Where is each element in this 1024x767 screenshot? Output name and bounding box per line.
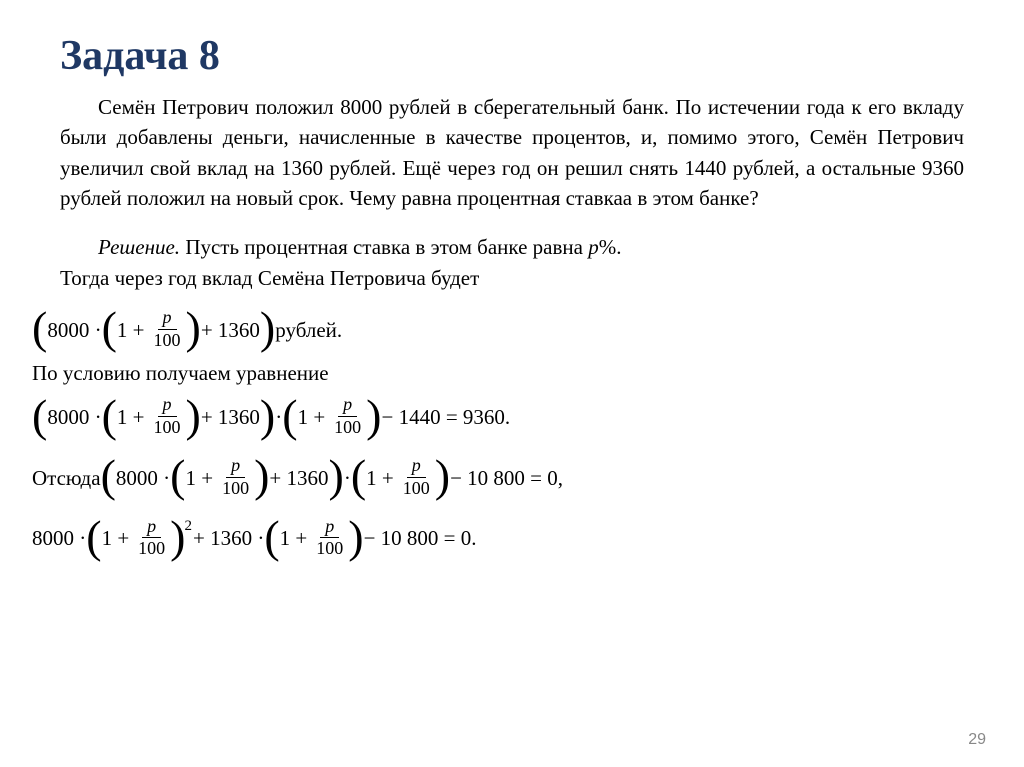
eq1-oneplus: 1 + <box>117 318 145 343</box>
solution-intro: Решение. Пусть процентная ставка в этом … <box>60 232 964 295</box>
eq2-a: 8000 · <box>47 405 101 430</box>
eq4-a: 8000 · <box>32 526 86 551</box>
frac-num: p <box>158 395 177 417</box>
pct-sign: %. <box>599 235 622 259</box>
exponent-2: 2 <box>185 518 193 535</box>
eq4-oneplus2: 1 + <box>280 526 308 551</box>
fraction: p 100 <box>152 308 183 351</box>
eq1-a: 8000 · <box>47 318 101 343</box>
problem-line1: Семён Петрович положил 8000 рублей в сбе… <box>98 95 669 119</box>
eq2-minus: − 1440 = 9360. <box>382 405 511 430</box>
eq3-dot: · <box>344 466 351 491</box>
eq3-plus1360: + 1360 <box>269 466 328 491</box>
frac-den: 100 <box>152 417 183 438</box>
eq1-trail: рублей. <box>275 318 342 343</box>
frac-den: 100 <box>220 478 251 499</box>
frac-num: p <box>158 308 177 330</box>
fraction: p 100 <box>136 517 167 560</box>
equation-4: 8000 · ( 1 + p 100 ) 2 + 1360 · ( 1 + p … <box>32 518 964 561</box>
problem-statement: Семён Петрович положил 8000 рублей в сбе… <box>60 92 964 214</box>
frac-num: p <box>142 517 161 539</box>
frac-den: 100 <box>401 478 432 499</box>
eq3-minus: − 10 800 = 0, <box>450 466 563 491</box>
eq2-oneplus2: 1 + <box>298 405 326 430</box>
eq4-oneplus: 1 + <box>102 526 130 551</box>
solution-intro-text2: Тогда через год вклад Семёна Петровича б… <box>60 266 479 290</box>
frac-num: p <box>320 517 339 539</box>
frac-den: 100 <box>136 538 167 559</box>
equation-3: Отсюда ( 8000 · ( 1 + p 100 ) + 1360 ) ·… <box>32 457 964 500</box>
equation-2: ( 8000 · ( 1 + p 100 ) + 1360 ) · ( 1 + … <box>32 396 964 439</box>
solution-label: Решение. <box>98 235 180 259</box>
eq4-minus: − 10 800 = 0. <box>364 526 477 551</box>
solution-intro-text1: Пусть процентная ставка в этом банке рав… <box>180 235 588 259</box>
eq4-plus1360dot: + 1360 · <box>193 526 264 551</box>
eq3-pre: Отсюда <box>32 466 101 491</box>
eq3-oneplus2: 1 + <box>366 466 394 491</box>
page-number: 29 <box>968 731 986 749</box>
frac-den: 100 <box>332 417 363 438</box>
fraction: p 100 <box>152 395 183 438</box>
frac-den: 100 <box>314 538 345 559</box>
fraction: p 100 <box>332 395 363 438</box>
eq3-a: 8000 · <box>116 466 170 491</box>
condition-line: По условию получаем уравнение <box>32 361 964 386</box>
eq2-oneplus: 1 + <box>117 405 145 430</box>
fraction: p 100 <box>314 517 345 560</box>
eq3-oneplus: 1 + <box>185 466 213 491</box>
frac-num: p <box>338 395 357 417</box>
frac-num: p <box>407 456 426 478</box>
frac-den: 100 <box>152 330 183 351</box>
problem-title: Задача 8 <box>60 32 964 80</box>
fraction: p 100 <box>401 456 432 499</box>
frac-num: p <box>226 456 245 478</box>
eq2-plus1360: + 1360 <box>201 405 260 430</box>
fraction: p 100 <box>220 456 251 499</box>
equation-1: ( 8000 · ( 1 + p 100 ) + 1360 ) рублей. <box>32 309 964 352</box>
eq1-plus1360: + 1360 <box>201 318 260 343</box>
var-p: p <box>588 235 599 259</box>
eq2-dot: · <box>275 405 282 430</box>
